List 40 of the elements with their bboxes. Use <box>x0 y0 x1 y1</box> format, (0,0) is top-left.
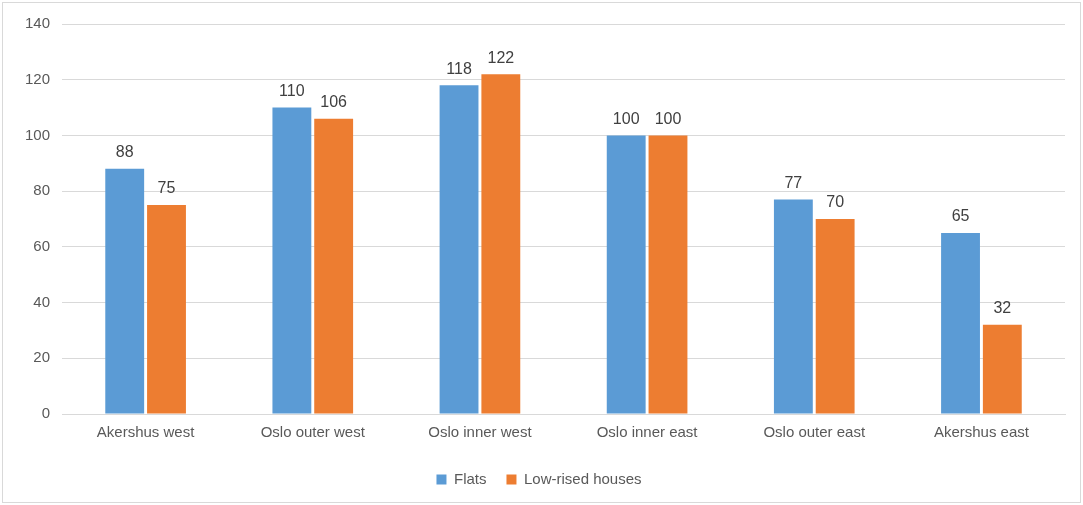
x-tick-label: Oslo outer west <box>260 423 366 441</box>
bar <box>272 107 312 414</box>
bar <box>147 205 186 414</box>
y-tick-label: 0 <box>41 404 51 422</box>
data-label: 110 <box>279 81 305 99</box>
data-label: 122 <box>487 48 515 66</box>
data-label: 75 <box>157 179 176 197</box>
x-tick-label: Oslo inner east <box>596 423 699 441</box>
x-tick-label: Oslo outer east <box>763 423 866 441</box>
y-tick-label: 140 <box>25 14 51 32</box>
data-label: 100 <box>654 109 682 127</box>
bar <box>481 74 521 414</box>
data-label: 70 <box>826 193 845 211</box>
x-tick-label: Oslo inner west <box>428 423 533 441</box>
x-tick-label: Akershus west <box>96 423 196 441</box>
bar <box>982 324 1022 414</box>
data-label: 100 <box>612 109 640 127</box>
data-label: 88 <box>115 143 134 161</box>
x-tick-label: Akershus east <box>933 423 1030 441</box>
bar <box>648 135 688 414</box>
bar <box>314 118 354 414</box>
bar <box>105 168 145 414</box>
bar <box>773 199 813 414</box>
bar <box>606 135 646 414</box>
y-tick-label: 60 <box>33 237 51 254</box>
bar <box>815 219 855 414</box>
data-label: 65 <box>951 207 970 225</box>
data-label: 118 <box>446 59 472 77</box>
bar <box>941 232 980 414</box>
y-tick-label: 40 <box>33 292 51 310</box>
bar <box>439 85 479 414</box>
y-tick-label: 120 <box>25 69 51 87</box>
legend-label: Flats <box>453 469 487 487</box>
data-label: 106 <box>320 93 348 111</box>
legend-label: Low-rised houses <box>523 469 642 487</box>
data-label: 32 <box>993 299 1012 317</box>
y-tick-label: 20 <box>33 348 51 366</box>
data-label: 77 <box>784 173 803 191</box>
y-tick-label: 80 <box>33 181 51 199</box>
y-tick-label: 100 <box>25 125 51 143</box>
